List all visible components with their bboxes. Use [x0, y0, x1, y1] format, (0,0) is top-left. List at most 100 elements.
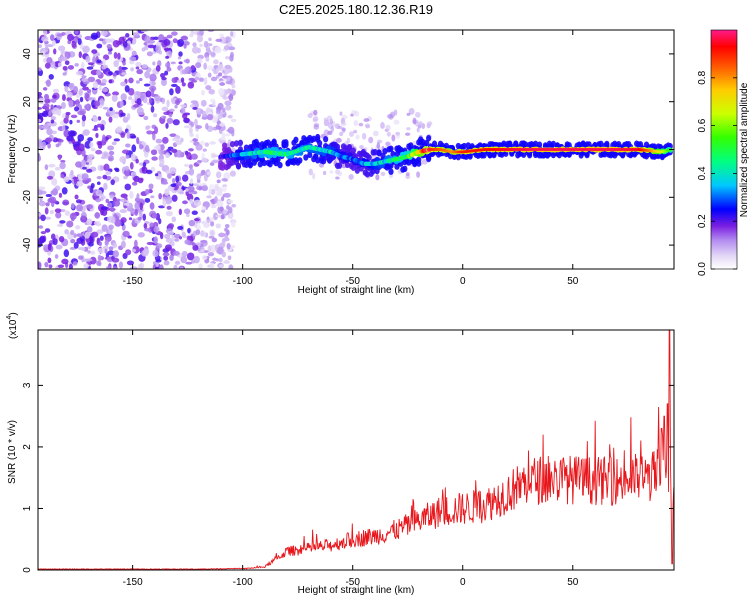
- colorbar-tick-label: 0.8: [697, 70, 708, 84]
- ridge-halo-cell: [394, 163, 400, 170]
- noise-cell: [222, 185, 227, 192]
- noise-cell: [125, 249, 132, 256]
- noise-cell: [323, 170, 327, 176]
- noise-cell: [70, 230, 75, 236]
- noise-cell: [213, 59, 219, 65]
- noise-cell: [107, 51, 113, 55]
- noise-cell: [97, 254, 102, 262]
- noise-cell: [336, 137, 342, 143]
- noise-cell: [202, 148, 207, 152]
- ridge-halo-cell: [536, 141, 543, 148]
- noise-cell: [121, 149, 130, 154]
- noise-cell: [88, 241, 94, 247]
- noise-cell: [75, 70, 84, 76]
- noise-cell: [59, 220, 66, 224]
- noise-cell: [155, 259, 162, 263]
- noise-cell: [180, 77, 185, 83]
- noise-cell: [218, 264, 225, 268]
- noise-cell: [81, 119, 86, 128]
- noise-cell: [58, 139, 64, 143]
- noise-cell: [222, 96, 228, 100]
- noise-cell: [97, 116, 102, 121]
- noise-cell: [183, 117, 190, 124]
- noise-cell: [152, 113, 158, 118]
- noise-cell: [95, 198, 101, 203]
- noise-cell: [150, 149, 158, 156]
- noise-cell: [120, 112, 126, 117]
- noise-cell: [135, 91, 142, 96]
- noise-cell: [58, 235, 65, 243]
- ridge-halo-cell: [233, 140, 240, 147]
- noise-cell: [199, 43, 203, 48]
- spectrogram-x-tick-label: -100: [233, 276, 253, 287]
- noise-cell: [192, 42, 197, 47]
- noise-cell: [78, 255, 84, 260]
- noise-cell: [226, 205, 230, 210]
- noise-cell: [161, 97, 166, 105]
- noise-cell: [50, 115, 57, 121]
- noise-cell: [102, 106, 109, 110]
- ridge-halo-cell: [354, 167, 360, 174]
- colorbar-ticks: 0.0 0.2 0.4 0.6 0.8: [697, 70, 737, 276]
- noise-cell: [162, 252, 170, 257]
- noise-cell: [39, 196, 43, 202]
- noise-cell: [39, 47, 47, 55]
- noise-cell: [161, 77, 167, 81]
- noise-cell: [329, 170, 334, 174]
- noise-cell: [327, 130, 333, 136]
- noise-cell: [408, 108, 415, 115]
- noise-cell: [120, 66, 128, 70]
- noise-cell: [99, 235, 104, 241]
- noise-cell: [108, 150, 115, 156]
- noise-cell: [64, 210, 71, 216]
- noise-cell: [214, 196, 218, 204]
- noise-cell: [110, 179, 115, 186]
- noise-cell: [363, 118, 370, 122]
- noise-cell: [230, 118, 237, 123]
- noise-cell: [192, 106, 198, 110]
- noise-cell: [426, 121, 433, 126]
- noise-cell: [90, 250, 96, 255]
- noise-cell: [216, 200, 224, 208]
- noise-cell: [119, 156, 127, 163]
- noise-cell: [65, 111, 71, 116]
- noise-cell: [63, 129, 70, 138]
- noise-cell: [195, 143, 203, 151]
- noise-cell: [165, 169, 170, 175]
- noise-cell: [48, 110, 52, 116]
- snr-multiplier-base: (x10: [8, 319, 19, 339]
- noise-cell: [100, 30, 108, 37]
- noise-cell: [159, 264, 164, 269]
- noise-cell: [90, 231, 99, 238]
- noise-cell: [82, 45, 90, 54]
- noise-cell: [118, 36, 125, 45]
- noise-cell: [118, 65, 122, 74]
- noise-cell: [182, 113, 188, 119]
- noise-cell: [188, 126, 193, 135]
- noise-cell: [375, 174, 380, 181]
- noise-cell: [406, 127, 411, 131]
- noise-cell: [85, 55, 91, 63]
- noise-cell: [111, 114, 119, 119]
- noise-cell: [76, 233, 84, 238]
- noise-cell: [175, 181, 182, 186]
- noise-cell: [139, 77, 143, 82]
- snr-x-tick-label: -150: [123, 577, 143, 588]
- noise-cell: [115, 111, 119, 115]
- noise-cell: [226, 76, 231, 82]
- noise-cell: [89, 256, 97, 265]
- noise-cell: [107, 155, 114, 162]
- noise-cell: [165, 122, 169, 129]
- ridge-halo-cell: [426, 135, 432, 142]
- noise-cell: [312, 172, 316, 180]
- noise-cell: [55, 211, 62, 219]
- ridge-halo-cell: [323, 136, 329, 143]
- noise-cell: [172, 119, 180, 126]
- noise-cell: [158, 192, 163, 200]
- noise-cell: [54, 166, 61, 171]
- noise-cell: [124, 165, 130, 171]
- noise-cell: [73, 85, 79, 93]
- noise-cell: [176, 150, 183, 158]
- noise-cell: [90, 147, 96, 152]
- noise-cell: [113, 138, 121, 142]
